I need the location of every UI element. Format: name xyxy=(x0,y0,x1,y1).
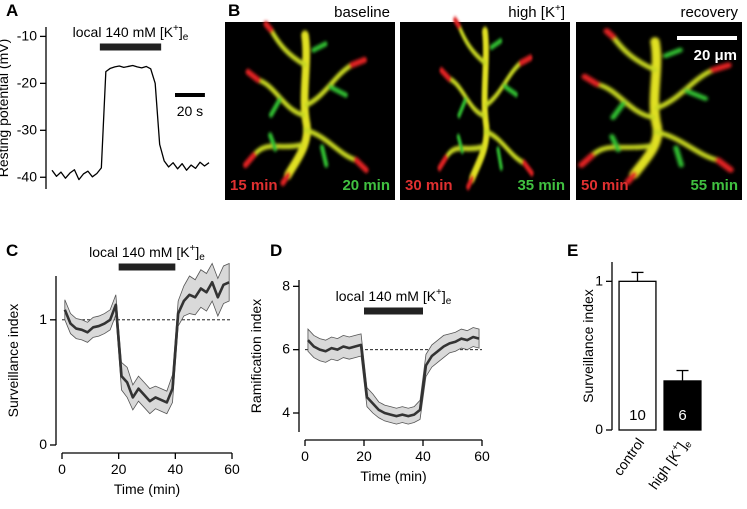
y-axis-label: Ramification index xyxy=(248,299,264,413)
panel-letter: B xyxy=(228,1,240,20)
x-tick-label: 60 xyxy=(224,461,240,477)
y-tick-label: 0 xyxy=(595,421,603,437)
green-time: 35 min xyxy=(517,177,565,194)
y-tick-label: -40 xyxy=(17,168,37,184)
y-tick-label: 1 xyxy=(595,272,603,288)
panel-letter: D xyxy=(270,241,282,260)
x-tick-label: 20 xyxy=(111,461,127,477)
n-label: 10 xyxy=(629,407,646,424)
image-title: recovery xyxy=(680,4,738,21)
red-time: 50 min xyxy=(581,177,629,194)
y-tick-label: -30 xyxy=(17,121,37,137)
y-tick-label: -20 xyxy=(17,74,37,90)
y-tick-label: 8 xyxy=(282,277,290,293)
y-tick-label: 1 xyxy=(39,311,47,327)
error-band xyxy=(64,262,230,415)
green-time: 55 min xyxy=(690,177,738,194)
panel-letter: E xyxy=(567,241,578,260)
annotation: local 140 mM [K+]e xyxy=(73,23,189,43)
panel-letter: C xyxy=(6,241,18,260)
x-tick-label: 0 xyxy=(58,461,66,477)
bar xyxy=(618,280,657,431)
data-line xyxy=(63,280,230,404)
image-title: baseline xyxy=(334,4,390,21)
x-axis-label: Time (min) xyxy=(360,468,426,484)
y-axis-label: Surveillance index xyxy=(5,304,21,418)
bar xyxy=(663,380,702,431)
image-1 xyxy=(225,22,395,200)
scale-bar-label: 20 μm xyxy=(694,47,737,64)
x-tick-label: 40 xyxy=(168,461,184,477)
panel-b: B baseline high [K+] recovery 15 min 20 … xyxy=(225,1,742,200)
annotation: local 140 mM [K+]e xyxy=(89,243,205,263)
x-tick-label: control xyxy=(610,435,647,479)
panel-letter: A xyxy=(6,1,18,20)
image-title: high [K+] xyxy=(508,3,565,21)
green-time: 20 min xyxy=(342,177,390,194)
stimulus-bar xyxy=(99,43,162,51)
x-axis-label: Time (min) xyxy=(114,481,180,497)
scale-bar xyxy=(175,93,205,97)
y-tick-label: 0 xyxy=(39,436,47,452)
annotation: local 140 mM [K+]e xyxy=(336,287,452,307)
x-tick-label: 40 xyxy=(415,448,431,464)
y-axis-label: Resting potential (mV) xyxy=(0,39,11,178)
scale-bar xyxy=(677,36,737,40)
red-time: 30 min xyxy=(405,177,453,194)
x-tick-label: 60 xyxy=(474,448,490,464)
y-tick-label: 6 xyxy=(282,340,290,356)
stimulus-bar xyxy=(118,263,176,271)
y-axis-label: Surveillance index xyxy=(580,289,596,403)
data-line xyxy=(51,64,210,181)
y-tick-label: -10 xyxy=(17,27,37,43)
n-label: 6 xyxy=(678,407,686,424)
stimulus-bar xyxy=(364,307,423,315)
x-tick-label: 0 xyxy=(301,448,309,464)
red-time: 15 min xyxy=(230,177,278,194)
x-tick-label: high [K+]e xyxy=(644,434,694,494)
y-tick-label: 4 xyxy=(282,404,290,420)
data-line xyxy=(306,335,480,418)
scale-bar-label: 20 s xyxy=(177,103,203,119)
x-tick-label: 20 xyxy=(356,448,372,464)
